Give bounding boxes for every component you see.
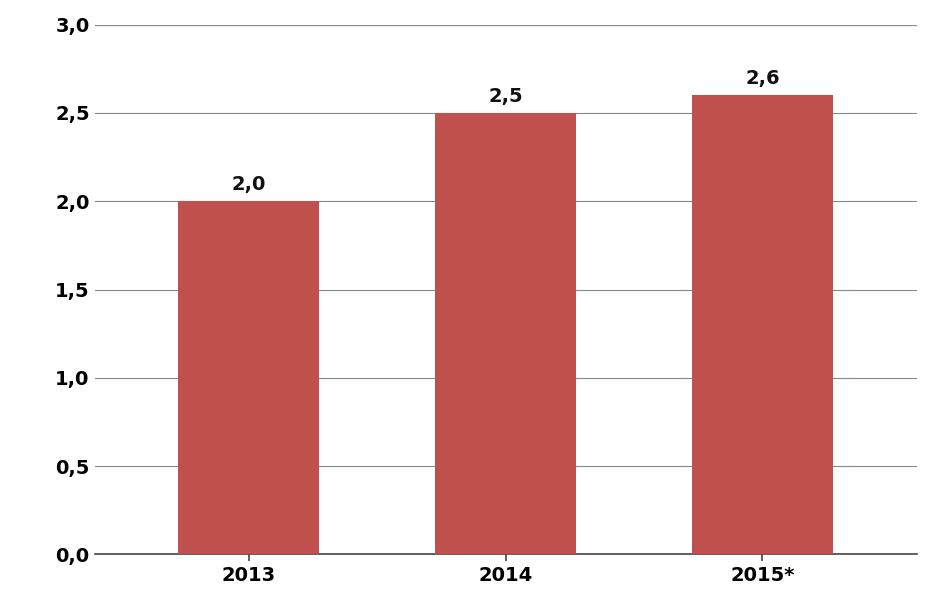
Text: 2,6: 2,6 <box>745 69 779 88</box>
Bar <box>177 201 319 554</box>
Bar <box>434 113 576 554</box>
Text: 2,5: 2,5 <box>488 87 522 106</box>
Bar <box>691 95 833 554</box>
Text: 2,0: 2,0 <box>231 175 265 194</box>
